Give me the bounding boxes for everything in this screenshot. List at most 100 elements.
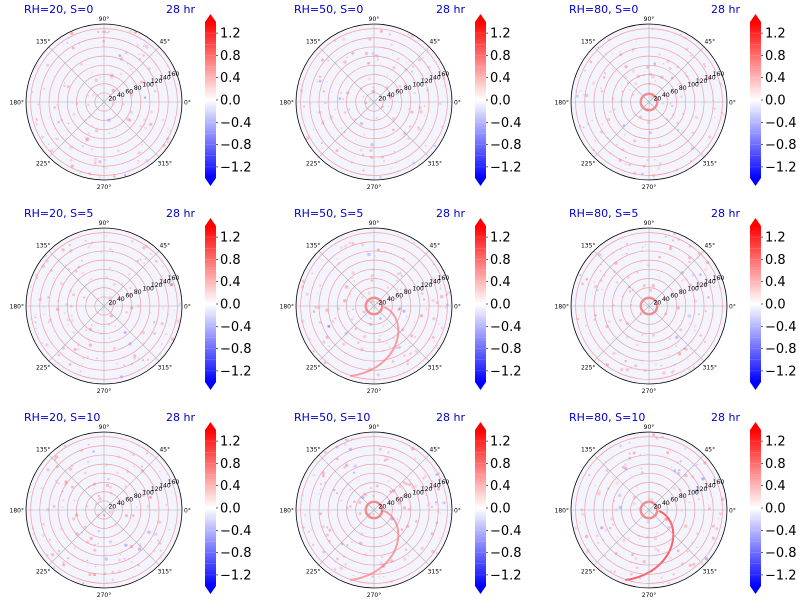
field-speckle: [404, 548, 408, 552]
r-tick-label: 20: [654, 300, 662, 307]
field-speckle: [87, 103, 90, 107]
field-speckle: [361, 496, 365, 500]
r-tick-label: 20: [109, 96, 117, 103]
field-speckle: [622, 274, 625, 277]
r-tick-label: 60: [670, 89, 678, 96]
field-speckle: [318, 79, 322, 83]
field-speckle: [357, 341, 360, 344]
field-speckle: [123, 173, 127, 177]
field-speckle: [383, 160, 385, 162]
field-speckle: [51, 341, 53, 343]
radial-gridline: [648, 305, 705, 362]
r-tick-label: 140: [159, 278, 171, 285]
field-speckle: [326, 80, 328, 83]
field-speckle: [692, 562, 696, 567]
field-speckle: [114, 158, 117, 161]
field-speckle: [112, 347, 116, 351]
field-speckle: [362, 95, 365, 98]
field-speckle: [66, 85, 70, 89]
field-speckle: [364, 51, 369, 56]
field-speckle: [312, 128, 315, 130]
field-speckle: [311, 272, 314, 275]
field-speckle: [344, 244, 348, 248]
field-speckle: [121, 282, 123, 285]
field-speckle: [699, 273, 702, 276]
field-speckle: [146, 358, 149, 361]
field-speckle: [585, 550, 589, 554]
field-speckle: [414, 321, 416, 324]
field-speckle: [658, 144, 661, 147]
field-speckle: [348, 108, 351, 111]
field-speckle: [303, 513, 307, 517]
field-speckle: [653, 145, 655, 147]
r-tick-label: 60: [395, 497, 403, 504]
field-speckle: [53, 128, 56, 130]
field-speckle: [126, 467, 129, 470]
field-speckle: [86, 559, 89, 562]
field-speckle: [436, 487, 441, 491]
field-speckle: [99, 75, 102, 79]
field-speckle: [605, 469, 609, 472]
colorbar-extend-top: [750, 218, 761, 226]
theta-tick-label: 270°: [367, 592, 381, 599]
field-speckle: [97, 494, 100, 497]
colorbar: [475, 22, 486, 178]
field-speckle: [576, 76, 578, 79]
field-speckle: [627, 276, 630, 279]
field-speckle: [412, 161, 416, 165]
field-speckle: [636, 271, 639, 274]
field-speckle: [401, 134, 403, 136]
field-speckle: [429, 502, 432, 505]
field-speckle: [402, 494, 406, 498]
field-speckle: [635, 566, 639, 570]
field-speckle: [57, 549, 61, 553]
field-speckle: [418, 58, 422, 62]
field-speckle: [601, 288, 603, 291]
field-speckle: [627, 537, 630, 540]
field-speckle: [359, 121, 364, 126]
field-speckle: [137, 159, 140, 162]
colorbar-tick-label: −1.2: [220, 568, 252, 583]
theta-tick-label: 135°: [306, 243, 320, 250]
field-speckle: [368, 512, 371, 516]
field-speckle: [678, 469, 681, 472]
field-speckle: [327, 324, 331, 328]
polar-plot-svg: 0°45°90°135°180°225°270°315°20 40 60 801001…: [555, 422, 797, 599]
panel-title: RH=20, S=10: [24, 411, 101, 424]
field-speckle: [678, 298, 681, 301]
field-speckle: [625, 242, 628, 246]
field-speckle: [669, 450, 672, 452]
field-speckle: [597, 566, 602, 570]
panel-title: RH=50, S=0: [294, 3, 364, 16]
field-speckle: [144, 287, 146, 289]
field-speckle: [369, 148, 373, 153]
field-speckle: [54, 362, 56, 365]
field-speckle-group: [30, 235, 181, 379]
theta-tick-label: 315°: [428, 160, 442, 167]
field-speckle: [583, 93, 585, 96]
panel-title: RH=20, S=5: [24, 207, 94, 220]
field-speckle: [71, 46, 75, 50]
r-tick-label: 100: [687, 489, 699, 496]
field-speckle: [440, 295, 444, 299]
field-speckle: [407, 507, 411, 511]
field-speckle: [641, 246, 644, 249]
r-tick-label: 120: [696, 78, 708, 85]
field-speckle: [631, 69, 636, 74]
field-speckle: [53, 105, 57, 109]
field-speckle: [591, 292, 594, 295]
radial-gridline: [318, 454, 375, 511]
field-speckle: [148, 495, 153, 499]
field-speckle: [319, 483, 322, 486]
field-speckle: [114, 325, 117, 327]
colorbar-tick-label: 0.8: [765, 49, 786, 64]
field-speckle: [668, 502, 671, 505]
colorbar-tick-label: 1.2: [765, 27, 786, 42]
field-speckle: [363, 133, 366, 136]
colorbar-tick-label: −1.2: [490, 364, 522, 379]
polar-boundary: [295, 23, 453, 181]
field-speckle: [320, 58, 324, 62]
field-speckle: [331, 90, 334, 93]
colorbar-tick-label: 0.0: [490, 298, 511, 313]
field-speckle-group: [31, 29, 172, 179]
